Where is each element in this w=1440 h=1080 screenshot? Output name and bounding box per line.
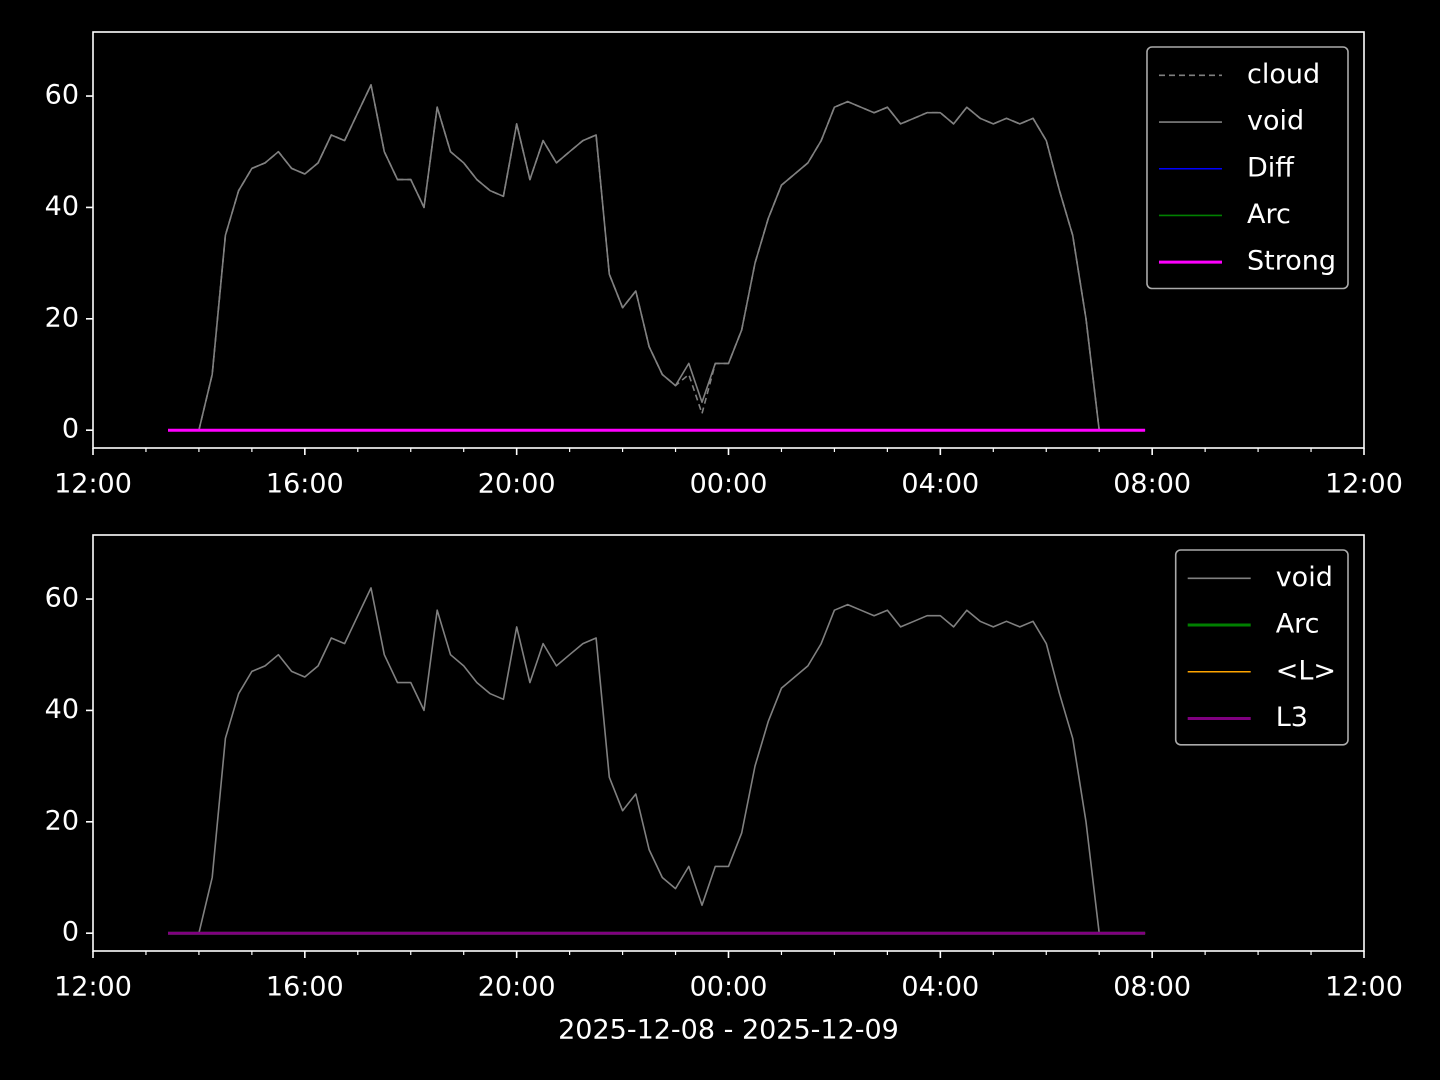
series-line xyxy=(198,84,1100,431)
legend-label: Diff xyxy=(1247,152,1295,183)
y-tick-label: 0 xyxy=(62,414,79,445)
legend-box xyxy=(1174,549,1349,746)
x-tick-label: 12:00 xyxy=(1325,469,1403,500)
y-tick-label: 0 xyxy=(62,917,79,948)
legend-box xyxy=(1146,46,1349,290)
x-axis-label: 2025-12-08 - 2025-12-09 xyxy=(558,1015,899,1046)
x-tick-label: 12:00 xyxy=(54,469,132,500)
plot-area xyxy=(168,84,1146,432)
legend-label: Arc xyxy=(1276,609,1320,640)
x-tick-label: 20:00 xyxy=(478,972,556,1003)
x-tick-label: 04:00 xyxy=(901,469,979,500)
y-tick-label: 60 xyxy=(45,80,79,111)
x-tick-label: 16:00 xyxy=(266,469,344,500)
x-tick-label: 04:00 xyxy=(901,972,979,1003)
x-tick-label: 08:00 xyxy=(1113,469,1191,500)
x-tick-label: 12:00 xyxy=(1325,972,1403,1003)
x-tick-label: 00:00 xyxy=(690,469,768,500)
x-tick-label: 08:00 xyxy=(1113,972,1191,1003)
axes-frame xyxy=(92,31,1365,449)
legend-label: <L> xyxy=(1276,655,1336,686)
legend-label: Arc xyxy=(1247,199,1291,230)
x-tick-label: 16:00 xyxy=(266,972,344,1003)
legend: cloud void Diff Arc Strong xyxy=(1146,46,1349,290)
legend-label: L3 xyxy=(1276,702,1308,733)
y-tick-label: 20 xyxy=(45,302,79,333)
y-tick-label: 20 xyxy=(45,805,79,836)
y-tick-label: 60 xyxy=(45,583,79,614)
legend-label: void xyxy=(1276,562,1333,593)
x-tick-label: 12:00 xyxy=(54,972,132,1003)
legend-label: cloud xyxy=(1247,59,1320,90)
plot-area xyxy=(168,587,1146,935)
axes-frame xyxy=(92,534,1365,952)
x-tick-label: 00:00 xyxy=(690,972,768,1003)
series-line xyxy=(198,587,1100,934)
y-tick-label: 40 xyxy=(45,191,79,222)
x-tick-label: 20:00 xyxy=(478,469,556,500)
legend-label: void xyxy=(1247,106,1304,137)
y-tick-label: 40 xyxy=(45,694,79,725)
legend-label: Strong xyxy=(1247,246,1336,277)
legend: void Arc <L> L3 xyxy=(1174,549,1349,746)
